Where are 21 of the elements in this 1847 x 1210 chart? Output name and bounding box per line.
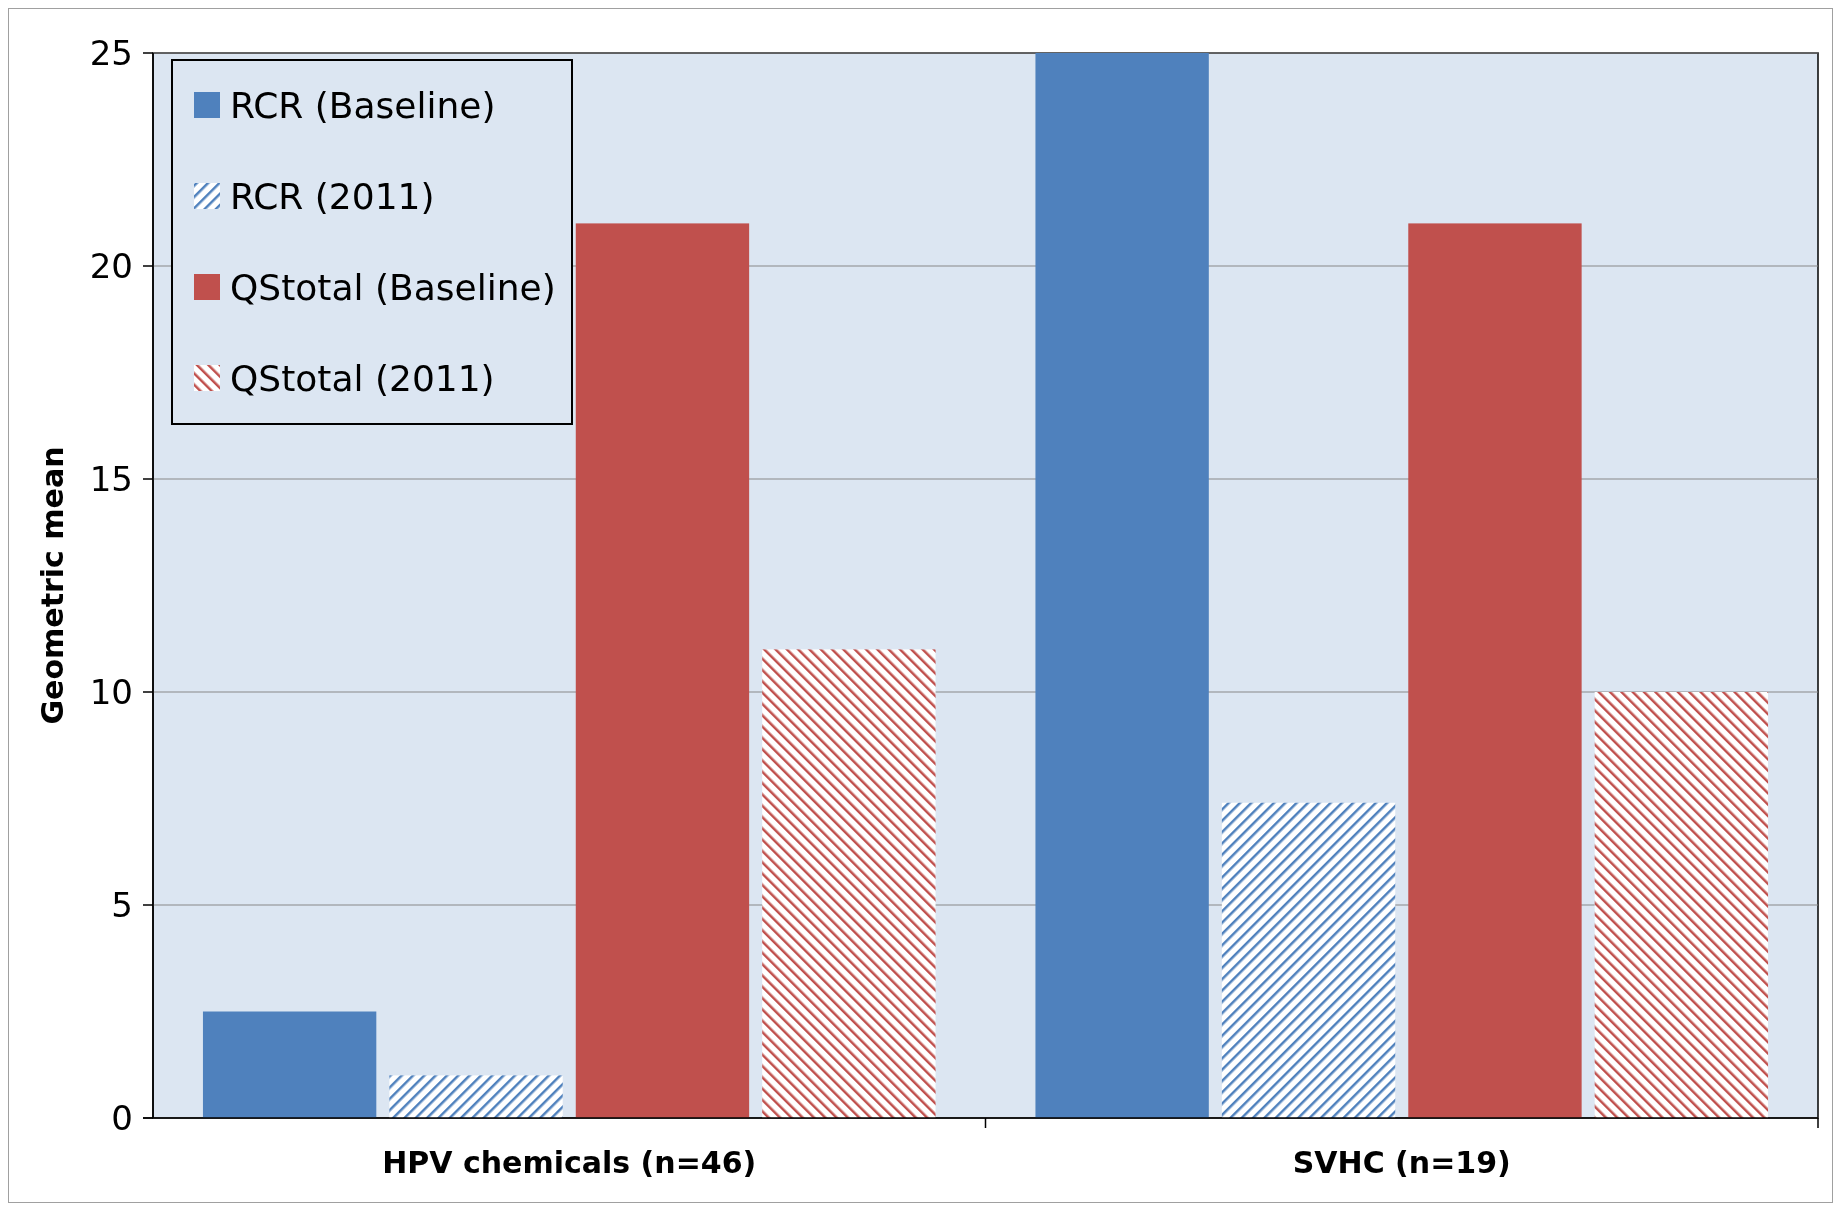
x-tick-label: HPV chemicals (n=46) xyxy=(382,1145,757,1180)
bar xyxy=(202,1011,377,1118)
bar xyxy=(1408,223,1582,1118)
y-tick-label: 5 xyxy=(111,884,133,925)
legend-label: RCR (Baseline) xyxy=(230,84,496,126)
bar xyxy=(389,1075,563,1118)
bar xyxy=(1594,692,1769,1118)
y-tick-label: 20 xyxy=(89,245,133,286)
bar xyxy=(762,649,936,1118)
y-axis-title: Geometric mean xyxy=(35,446,70,725)
bar xyxy=(575,223,750,1118)
bar xyxy=(1035,53,1209,1118)
y-tick-label: 15 xyxy=(89,458,133,499)
legend-label: QStotal (2011) xyxy=(230,357,495,399)
y-tick-label: 0 xyxy=(111,1097,133,1138)
bar xyxy=(1221,802,1396,1118)
y-tick-label: 10 xyxy=(89,671,133,712)
y-tick-label: 25 xyxy=(89,32,133,73)
legend-label: RCR (2011) xyxy=(230,175,435,217)
legend-label: QStotal (Baseline) xyxy=(230,266,556,308)
x-tick-label: SVHC (n=19) xyxy=(1292,1145,1511,1180)
